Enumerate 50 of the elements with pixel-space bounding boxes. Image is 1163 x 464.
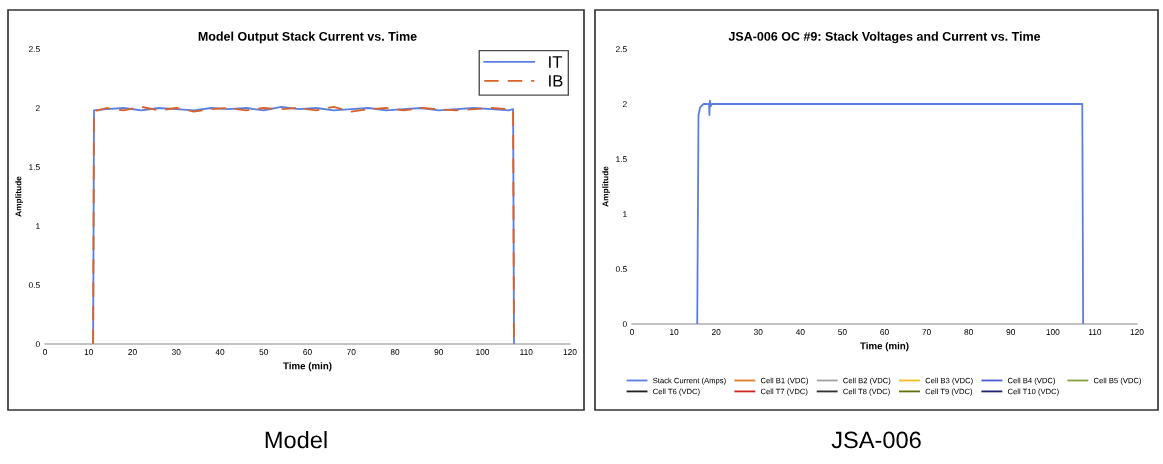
x-tick-label: 110 [520, 349, 533, 355]
y-axis-title: Amplitude [602, 166, 610, 207]
y-tick-label: 0.5 [615, 266, 627, 273]
x-tick-label: 40 [795, 329, 805, 335]
x-tick-label: 10 [84, 349, 94, 355]
text: JSA-006 [831, 431, 921, 449]
y-tick-label: 0 [35, 341, 40, 348]
legend-label: IT [549, 56, 563, 68]
y-tick-label: 1.5 [616, 156, 627, 163]
x-tick-label: 70 [347, 349, 356, 355]
x-tick-label: 90 [434, 349, 444, 355]
x-tick-label: 60 [880, 329, 889, 335]
y-tick-label: 0 [622, 321, 627, 328]
x-tick-label: 90 [1006, 329, 1016, 335]
x-axis-title: Time (min) [283, 362, 332, 372]
x-tick-label: 0 [630, 329, 634, 335]
x-tick-label: 100 [476, 349, 490, 355]
y-tick-label: 1.5 [29, 164, 40, 171]
x-tick-label: 10 [670, 329, 679, 335]
text: Model [265, 431, 327, 449]
chart-title: JSA-006 OC #9: Stack Voltages and Current vs. Time [728, 31, 1041, 44]
y-tick-label: 2.5 [615, 46, 627, 53]
y-tick-label: 1 [36, 223, 40, 230]
x-tick-label: 50 [259, 349, 269, 355]
x-tick-label: 110 [1088, 329, 1102, 335]
x-tick-label: 80 [964, 329, 973, 335]
x-tick-label: 120 [563, 349, 577, 355]
x-tick-label: 60 [303, 349, 312, 355]
legend-label: IB [549, 75, 563, 87]
x-tick-label: 20 [711, 329, 721, 335]
x-tick-label: 40 [215, 349, 225, 355]
x-tick-label: 80 [390, 349, 400, 355]
y-tick-label: 1 [623, 211, 627, 218]
x-tick-label: 30 [753, 329, 763, 335]
x-tick-label: 0 [43, 349, 47, 355]
x-tick-label: 50 [838, 329, 847, 335]
x-tick-label: 120 [1130, 329, 1144, 335]
y-axis-title: Amplitude [15, 176, 23, 217]
x-tick-label: 30 [171, 349, 181, 355]
x-tick-label: 70 [922, 329, 931, 335]
y-tick-label: 2 [622, 101, 627, 108]
line-series [92, 105, 515, 344]
x-tick-label: 100 [1046, 329, 1060, 335]
line-series [696, 99, 1085, 324]
y-tick-label: 2.5 [28, 46, 40, 53]
x-axis-title: Time (min) [860, 342, 909, 352]
x-tick-label: 20 [128, 349, 137, 355]
y-tick-label: 2 [35, 105, 40, 112]
chart-title: Model Output Stack Current vs. Time [198, 31, 417, 44]
y-tick-label: 0.5 [28, 282, 40, 289]
